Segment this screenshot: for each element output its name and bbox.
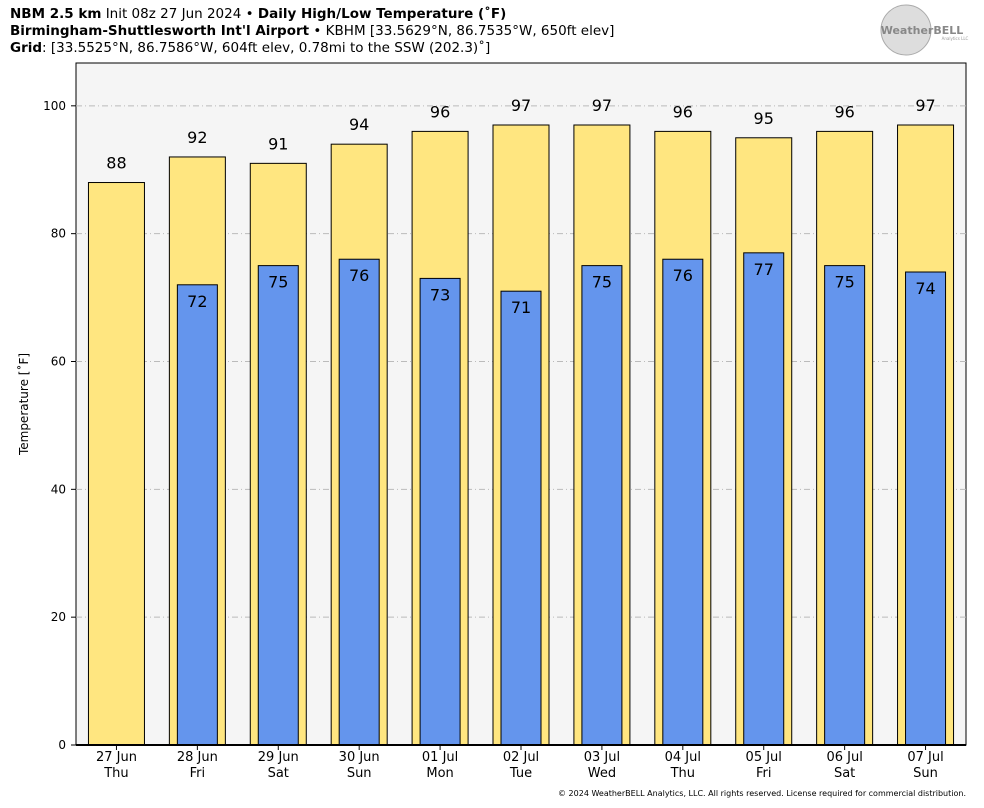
bar <box>662 258 704 746</box>
value-label: 75 <box>834 273 854 292</box>
grid-info: : [33.5525°N, 86.7586°W, 604ft elev, 0.7… <box>42 40 491 56</box>
footer: © 2024 WeatherBELL Analytics, LLC. All r… <box>558 789 966 798</box>
x-tick-label: 03 Jul <box>584 750 620 765</box>
value-label: 74 <box>915 279 935 298</box>
header-line: Birmingham-Shuttlesworth Int'l Airport •… <box>10 23 614 40</box>
value-label: 95 <box>754 109 774 128</box>
y-tick-label: 100 <box>43 99 66 113</box>
init: Init 08z 27 Jun 2024 <box>105 6 242 22</box>
x-tick-sublabel: Mon <box>426 766 453 781</box>
model: NBM 2.5 km <box>10 6 102 22</box>
value-label: 75 <box>592 273 612 292</box>
separator: • <box>313 23 322 39</box>
x-tick-sublabel: Sat <box>268 766 289 781</box>
x-tick-label: 07 Jul <box>907 750 943 765</box>
y-tick-label: 40 <box>51 482 66 496</box>
value-label: 75 <box>268 273 288 292</box>
x-tick-label: 04 Jul <box>665 750 701 765</box>
value-label: 94 <box>349 115 369 134</box>
x-tick-label: 28 Jun <box>177 750 218 765</box>
x-tick-sublabel: Sat <box>834 766 855 781</box>
logo: WeatherBELL Analytics LLC <box>880 4 969 56</box>
x-tick-label: 29 Jun <box>258 750 299 765</box>
bar <box>824 265 866 746</box>
value-label: 96 <box>430 102 450 121</box>
logo-text: WeatherBELL <box>881 24 964 37</box>
x-tick-label: 30 Jun <box>339 750 380 765</box>
value-label: 72 <box>187 292 207 311</box>
value-label: 77 <box>754 260 774 279</box>
bar <box>338 258 380 746</box>
bar <box>500 290 542 746</box>
header-line: Grid: [33.5525°N, 86.7586°W, 604ft elev,… <box>10 40 614 57</box>
chart-title: Daily High/Low Temperature (˚F) <box>257 6 507 22</box>
value-label: 92 <box>187 128 207 147</box>
bar <box>743 252 785 746</box>
value-label: 97 <box>511 96 531 115</box>
x-tick-sublabel: Thu <box>670 766 695 781</box>
x-tick-sublabel: Thu <box>103 766 128 781</box>
y-tick-label: 20 <box>51 610 66 624</box>
bar <box>581 265 623 746</box>
value-label: 73 <box>430 285 450 304</box>
station: Birmingham-Shuttlesworth Int'l Airport <box>10 23 310 39</box>
x-tick-label: 05 Jul <box>746 750 782 765</box>
separator: • <box>245 6 254 22</box>
bar <box>419 277 461 746</box>
grid-label: Grid <box>10 40 43 56</box>
header-line: NBM 2.5 km Init 08z 27 Jun 2024 • Daily … <box>10 6 614 23</box>
x-tick-label: 27 Jun <box>96 750 137 765</box>
bar <box>87 182 145 746</box>
value-label: 96 <box>673 102 693 121</box>
y-tick-label: 0 <box>58 738 66 752</box>
value-label: 71 <box>511 298 531 317</box>
x-tick-sublabel: Fri <box>190 766 206 781</box>
x-tick-label: 06 Jul <box>826 750 862 765</box>
value-label: 97 <box>592 96 612 115</box>
logo-sub: Analytics LLC <box>942 36 969 41</box>
x-tick-label: 02 Jul <box>503 750 539 765</box>
value-label: 91 <box>268 134 288 153</box>
bar <box>257 265 299 746</box>
value-label: 76 <box>673 266 693 285</box>
x-tick-sublabel: Sun <box>913 766 938 781</box>
station-info: KBHM [33.5629°N, 86.7535°W, 650ft elev] <box>325 23 615 39</box>
value-label: 76 <box>349 266 369 285</box>
bar <box>905 271 947 746</box>
x-tick-sublabel: Fri <box>756 766 772 781</box>
logo-disc <box>880 4 932 56</box>
x-tick-sublabel: Wed <box>588 766 616 781</box>
y-tick-label: 80 <box>51 227 66 241</box>
y-axis-label: Temperature [˚F] <box>16 353 31 456</box>
x-tick-sublabel: Sun <box>347 766 372 781</box>
x-tick-sublabel: Tue <box>509 766 532 781</box>
value-label: 96 <box>834 102 854 121</box>
value-label: 97 <box>915 96 935 115</box>
bar <box>176 284 218 746</box>
value-label: 88 <box>106 154 126 173</box>
y-tick-label: 60 <box>51 354 66 368</box>
header: NBM 2.5 km Init 08z 27 Jun 2024 • Daily … <box>10 6 614 57</box>
x-tick-label: 01 Jul <box>422 750 458 765</box>
